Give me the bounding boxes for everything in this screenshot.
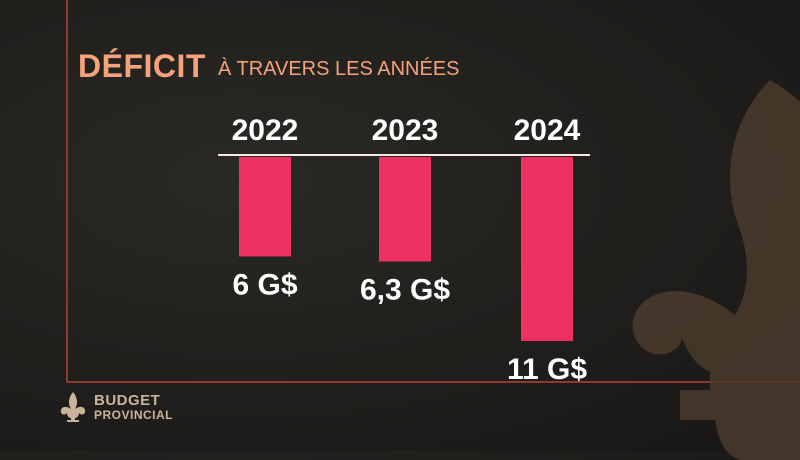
brand-line-1: BUDGET xyxy=(94,392,161,409)
data-label: 6,3 G$ xyxy=(360,274,450,307)
chart-title-group: DÉFICIT À TRAVERS LES ANNÉES xyxy=(78,42,460,82)
category-label: 2023 xyxy=(372,114,439,147)
chart-title: DÉFICIT xyxy=(78,48,206,84)
chart-subtitle: À TRAVERS LES ANNÉES xyxy=(217,58,460,80)
data-label: 11 G$ xyxy=(507,353,587,386)
bar xyxy=(239,157,291,257)
category-label: 2024 xyxy=(514,114,581,147)
bar xyxy=(521,157,573,341)
fleur-de-lis-watermark-icon xyxy=(632,80,800,460)
category-label: 2022 xyxy=(232,114,299,147)
slide-frame xyxy=(66,0,800,383)
data-label: 6 G$ xyxy=(232,268,297,301)
brand-logo: BUDGET PROVINCIAL xyxy=(58,390,173,426)
fleur-de-lis-icon xyxy=(60,392,86,422)
deficit-bar-chart: 2022 6 G$ 2023 6,3 G$ 2024 11 G$ xyxy=(218,114,590,386)
bar xyxy=(379,157,431,262)
brand-line-2: PROVINCIAL xyxy=(94,408,174,422)
